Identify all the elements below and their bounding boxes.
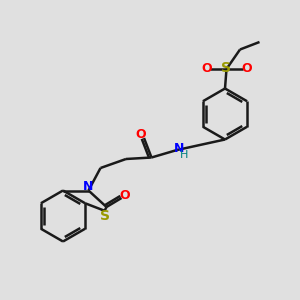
Text: O: O <box>120 189 130 202</box>
Text: S: S <box>100 209 110 223</box>
Text: O: O <box>241 62 252 75</box>
Text: N: N <box>174 142 184 155</box>
Text: H: H <box>179 150 188 161</box>
Text: O: O <box>135 128 146 141</box>
Text: O: O <box>201 62 212 75</box>
Text: N: N <box>83 180 94 194</box>
Text: S: S <box>221 61 232 75</box>
